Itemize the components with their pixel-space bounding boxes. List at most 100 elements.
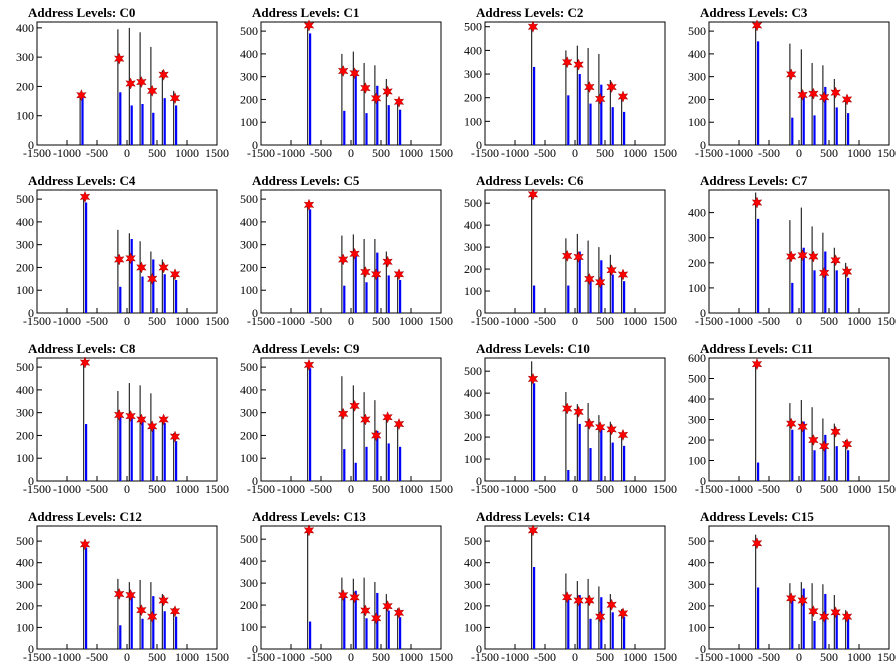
x-tick-label: -500 [534, 314, 556, 328]
peak-marker [818, 266, 830, 279]
peak-marker [527, 188, 539, 201]
histogram-bar [354, 590, 357, 649]
x-tick-label: 1000 [399, 482, 423, 496]
histogram-bar [835, 270, 838, 313]
x-tick-label: 1000 [847, 314, 871, 328]
plot-frame [708, 21, 890, 146]
histogram-bar [175, 105, 178, 145]
x-tick-label: -500 [86, 146, 108, 160]
histogram-bar [847, 277, 850, 313]
y-tick-label: 0 [28, 642, 34, 656]
peak-marker [382, 255, 393, 268]
y-tick-label: 300 [688, 231, 706, 245]
y-tick-label: 500 [240, 532, 258, 546]
histogram-bar [141, 618, 144, 649]
histogram-bar [343, 449, 346, 481]
peak-marker [561, 591, 573, 604]
y-tick-label: 500 [16, 534, 34, 548]
plot-frame [708, 357, 890, 482]
y-tick-label: 0 [252, 138, 258, 152]
x-tick-label: 1500 [653, 482, 677, 496]
y-tick-label: 200 [688, 256, 706, 270]
histogram-bar [387, 443, 390, 481]
x-tick-label: 1000 [847, 650, 871, 664]
x-tick-label: -1000 [501, 482, 529, 496]
x-tick-label: -500 [86, 314, 108, 328]
histogram-bar [757, 218, 760, 313]
y-tick-label: 0 [28, 138, 34, 152]
peak-marker [594, 92, 606, 105]
histogram-plot: 0 100 200 300 400 500 -1500 -1000 -500 0 500 1000 15… [464, 357, 677, 496]
y-tick-label: 300 [688, 413, 706, 427]
y-tick-label: 400 [240, 554, 258, 568]
peak-marker [584, 81, 595, 94]
histogram-bar [119, 92, 122, 145]
plot-frame [36, 525, 218, 650]
histogram-panel: Address Levels: C10 0 100 200 300 400 500 -1500… [448, 336, 677, 504]
y-tick-label: 100 [16, 620, 34, 634]
peak-marker [561, 56, 573, 69]
chart-title: Address Levels: C13 [252, 509, 366, 524]
y-tick-label: 400 [16, 215, 34, 229]
peak-marker [797, 594, 808, 607]
peak-marker [617, 607, 629, 620]
plot-frame [708, 525, 890, 650]
peak-marker [360, 413, 371, 426]
y-tick-label: 300 [240, 576, 258, 590]
histogram-bar [533, 66, 536, 145]
x-tick-label: 500 [596, 650, 614, 664]
x-tick-label: 0 [796, 482, 802, 496]
histogram-bar [152, 259, 155, 313]
peak-marker [751, 196, 763, 209]
peak-marker [818, 440, 830, 453]
y-tick-label: 0 [476, 138, 482, 152]
x-tick-label: 1500 [429, 650, 453, 664]
y-tick-label: 0 [476, 306, 482, 320]
y-tick-label: 100 [688, 620, 706, 634]
peak-marker [573, 250, 584, 264]
histogram-bar [399, 109, 402, 145]
x-tick-label: 1000 [623, 650, 647, 664]
x-tick-label: 0 [124, 314, 130, 328]
peak-marker [136, 76, 147, 89]
y-tick-label: 100 [16, 283, 34, 297]
chart-title: Address Levels: C9 [252, 341, 360, 356]
peak-marker [751, 537, 763, 550]
x-tick-label: 0 [124, 650, 130, 664]
y-tick-label: 500 [240, 360, 258, 374]
histogram-plot: 0 100 200 300 400 500 -1500 -1000 -500 0 500 1000 15… [464, 188, 677, 328]
histogram-bar [578, 595, 581, 649]
y-tick-label: 400 [16, 556, 34, 570]
peak-marker [808, 250, 819, 263]
y-tick-label: 500 [16, 192, 34, 206]
histogram-bar [623, 616, 626, 649]
chart-title: Address Levels: C15 [700, 509, 814, 524]
x-tick-label: 1500 [429, 482, 453, 496]
histogram-bar [343, 110, 346, 145]
y-tick-label: 100 [240, 620, 258, 634]
y-tick-label: 300 [16, 577, 34, 591]
peak-marker [830, 425, 841, 438]
x-tick-label: 0 [124, 146, 130, 160]
histogram-plot: 0 100 200 300 400 -1500-1000 -500 0 500 1000 1500 [16, 21, 229, 160]
x-tick-label: -1000 [725, 314, 753, 328]
histogram-bar [600, 260, 603, 313]
x-tick-label: -1500 [471, 146, 499, 160]
x-tick-label: -500 [758, 314, 780, 328]
plot-frame [260, 357, 442, 482]
y-tick-label: 0 [700, 474, 706, 488]
x-tick-label: 500 [372, 650, 390, 664]
peak-marker [785, 250, 797, 263]
histogram-bar [578, 251, 581, 313]
x-tick-label: 500 [372, 146, 390, 160]
chart-title: Address Levels: C8 [28, 341, 136, 356]
peak-marker [169, 605, 181, 618]
peak-marker [841, 93, 853, 106]
peak-marker [393, 418, 405, 431]
y-tick-label: 400 [688, 47, 706, 61]
peak-marker [158, 413, 169, 426]
x-tick-label: -500 [310, 314, 332, 328]
y-tick-label: 0 [700, 138, 706, 152]
x-tick-label: -1500 [471, 650, 499, 664]
x-tick-label: -1500 [247, 482, 275, 496]
